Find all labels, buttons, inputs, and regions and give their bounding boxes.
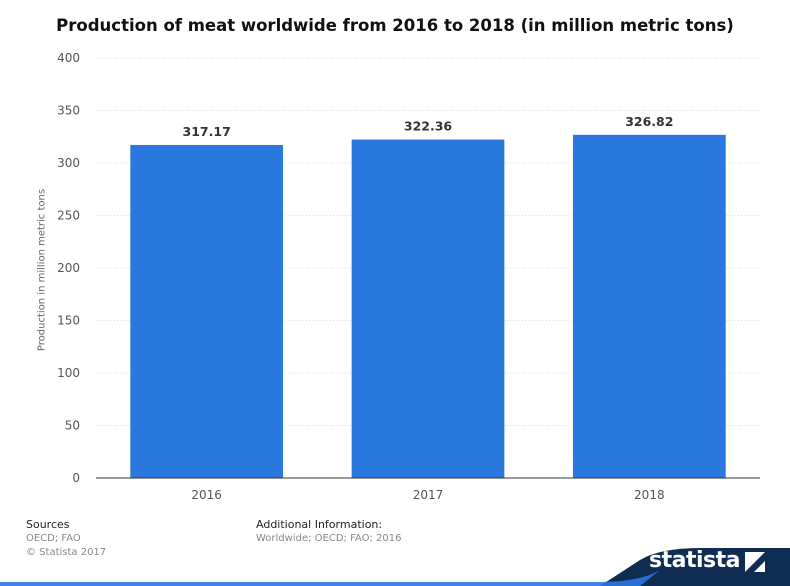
copyright-text: © Statista 2017 [26, 547, 107, 558]
bar-2017[interactable] [351, 139, 505, 478]
chart-title: Production of meat worldwide from 2016 t… [56, 16, 734, 35]
bar-2018[interactable] [572, 134, 726, 479]
value-labels: 317.17 322.36 326.82 [183, 114, 674, 139]
statista-logo-icon [745, 552, 765, 572]
y-tick-label: 200 [57, 261, 80, 275]
sources-block: Sources OECD; FAO © Statista 2017 [26, 518, 106, 560]
additional-info-text: Worldwide; OECD; FAO; 2016 [256, 533, 402, 544]
additional-info-title: Additional Information: [256, 518, 383, 531]
x-tick-label: 2016 [191, 488, 222, 502]
brand-band [0, 548, 790, 586]
statista-logo-text[interactable]: statista [649, 548, 740, 573]
value-label: 326.82 [625, 114, 673, 129]
y-tick-label: 100 [57, 366, 80, 380]
y-axis-ticks: 0 50 100 150 200 250 300 350 400 [57, 51, 80, 485]
y-axis-label: Production in million metric tons [36, 188, 48, 352]
y-tick-label: 250 [57, 209, 80, 223]
additional-info-block: Additional Information: Worldwide; OECD;… [256, 518, 401, 546]
x-tick-label: 2017 [413, 488, 444, 502]
y-tick-label: 0 [72, 471, 80, 485]
value-label: 317.17 [183, 124, 231, 139]
sources-text: OECD; FAO [26, 533, 81, 544]
value-label: 322.36 [404, 119, 453, 134]
x-tick-label: 2018 [634, 488, 665, 502]
bars [130, 134, 726, 479]
y-tick-label: 350 [57, 104, 80, 118]
x-axis-ticks: 2016 2017 2018 [191, 488, 664, 502]
sources-title: Sources [26, 518, 70, 531]
y-tick-label: 150 [57, 314, 80, 328]
y-tick-label: 400 [57, 51, 80, 65]
y-tick-label: 300 [57, 156, 80, 170]
y-tick-label: 50 [65, 419, 80, 433]
bar-2016[interactable] [130, 144, 284, 478]
